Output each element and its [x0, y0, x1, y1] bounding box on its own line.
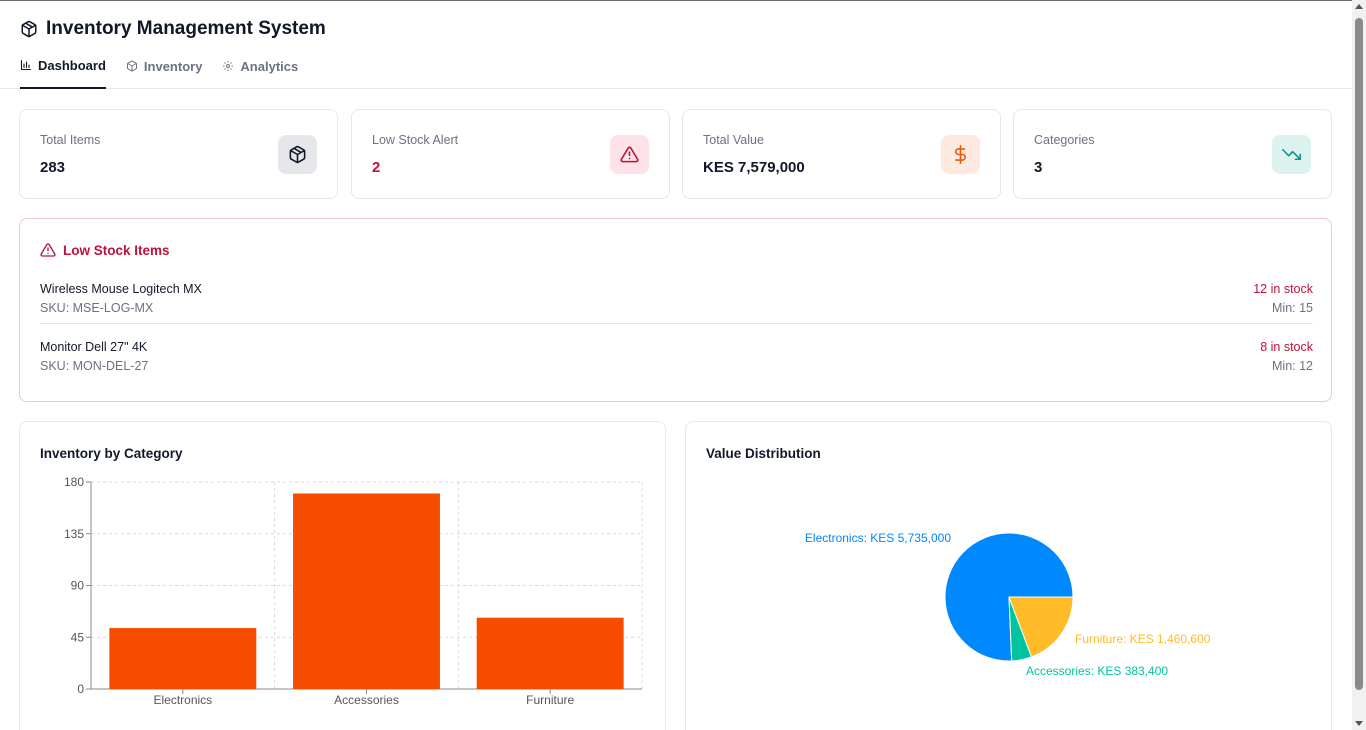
stat-label: Total Value [703, 133, 764, 147]
stat-label: Categories [1034, 133, 1095, 147]
item-qty: 8 in stock [1260, 340, 1313, 354]
item-sku: SKU: MSE-LOG-MX [40, 301, 154, 315]
bar-chart-title: Inventory by Category [40, 446, 183, 461]
stat-card-total-value: Total Value KES 7,579,000 [682, 109, 1001, 199]
y-tick-label: 135 [64, 527, 84, 541]
low-stock-panel: Low Stock Items Wireless Mouse Logitech … [19, 218, 1332, 402]
tab-dashboard-label: Dashboard [38, 57, 106, 73]
window-top-border [0, 0, 1352, 1]
pie-label-furniture: Furniture: KES 1,460,600 [1075, 632, 1211, 646]
low-stock-title-text: Low Stock Items [63, 242, 170, 258]
item-qty: 12 in stock [1253, 282, 1313, 296]
stat-icon-box [610, 135, 649, 174]
value-distribution-card: Value Distribution Electronics: KES 5,73… [685, 421, 1332, 730]
app-title: Inventory Management System [20, 18, 326, 40]
package-icon [126, 60, 137, 72]
y-tick-label: 45 [71, 630, 85, 644]
trending-down-icon [1282, 148, 1301, 161]
scroll-up-arrow-icon[interactable] [1355, 4, 1363, 9]
stat-card-total-items: Total Items 283 [19, 109, 338, 199]
x-tick-label: Furniture [526, 693, 574, 707]
item-min: Min: 15 [1272, 301, 1313, 315]
app-title-text: Inventory Management System [46, 18, 326, 39]
item-sku: SKU: MON-DEL-27 [40, 359, 149, 373]
list-item[interactable]: Monitor Dell 27" 4K SKU: MON-DEL-27 8 in… [40, 340, 1313, 388]
stat-value: 283 [40, 159, 66, 176]
x-tick-label: Accessories [334, 693, 399, 707]
bar-chart: 0 45 90 135 180 Electronics Accessories Furnitu… [64, 475, 643, 707]
package-icon [289, 145, 306, 164]
tab-inventory[interactable]: Inventory [126, 56, 203, 76]
stat-value: 2 [372, 159, 381, 176]
pie-slice-furniture[interactable] [1008, 596, 1074, 658]
gear-icon [223, 61, 234, 71]
y-tick-label: 0 [77, 682, 84, 696]
tab-analytics-label: Analytics [240, 58, 299, 74]
stat-icon-box [941, 135, 980, 174]
stat-label: Low Stock Alert [372, 133, 459, 147]
app-header: Inventory Management System Dashboard In… [0, 0, 1352, 89]
dollar-icon [954, 145, 966, 164]
bar-accessories[interactable] [293, 493, 440, 690]
alert-triangle-icon [40, 243, 56, 257]
y-tick-label: 180 [64, 475, 84, 489]
stat-value: KES 7,579,000 [703, 159, 805, 176]
item-name: Monitor Dell 27" 4K [40, 340, 148, 354]
pie-chart: Electronics: KES 5,735,000 Accessories: K… [805, 531, 1211, 678]
tab-inventory-label: Inventory [143, 58, 203, 74]
item-min: Min: 12 [1272, 359, 1313, 373]
divider [40, 323, 1313, 324]
y-tick-label: 90 [71, 579, 85, 593]
list-item[interactable]: Wireless Mouse Logitech MX SKU: MSE-LOG-… [40, 282, 1313, 330]
item-name: Wireless Mouse Logitech MX [40, 282, 202, 296]
stat-icon-box [278, 135, 317, 174]
bar-chart-icon [20, 59, 32, 71]
scroll-down-arrow-icon[interactable] [1355, 721, 1363, 726]
tab-dashboard[interactable]: Dashboard [20, 56, 106, 89]
main-tabs: Dashboard Inventory Analytics [20, 56, 298, 89]
vertical-scrollbar[interactable] [1352, 0, 1366, 730]
stat-label: Total Items [40, 133, 101, 147]
stat-icon-box [1272, 135, 1311, 174]
inventory-by-category-card: Inventory by Category 0 45 90 135 180 Electro… [19, 421, 666, 730]
package-icon [21, 20, 37, 38]
tab-analytics[interactable]: Analytics [222, 56, 298, 76]
stat-card-categories: Categories 3 [1013, 109, 1332, 199]
low-stock-title: Low Stock Items [40, 242, 170, 258]
scroll-thumb[interactable] [1355, 18, 1363, 690]
x-tick-label: Electronics [153, 693, 212, 707]
alert-triangle-icon [620, 146, 639, 163]
bar-furniture[interactable] [476, 617, 624, 689]
pie-label-electronics: Electronics: KES 5,735,000 [805, 531, 951, 545]
pie-label-accessories: Accessories: KES 383,400 [1026, 664, 1168, 678]
bar-electronics[interactable] [109, 628, 257, 689]
stat-card-low-stock: Low Stock Alert 2 [351, 109, 670, 199]
stat-value: 3 [1034, 159, 1043, 176]
pie-chart-title: Value Distribution [706, 446, 821, 461]
